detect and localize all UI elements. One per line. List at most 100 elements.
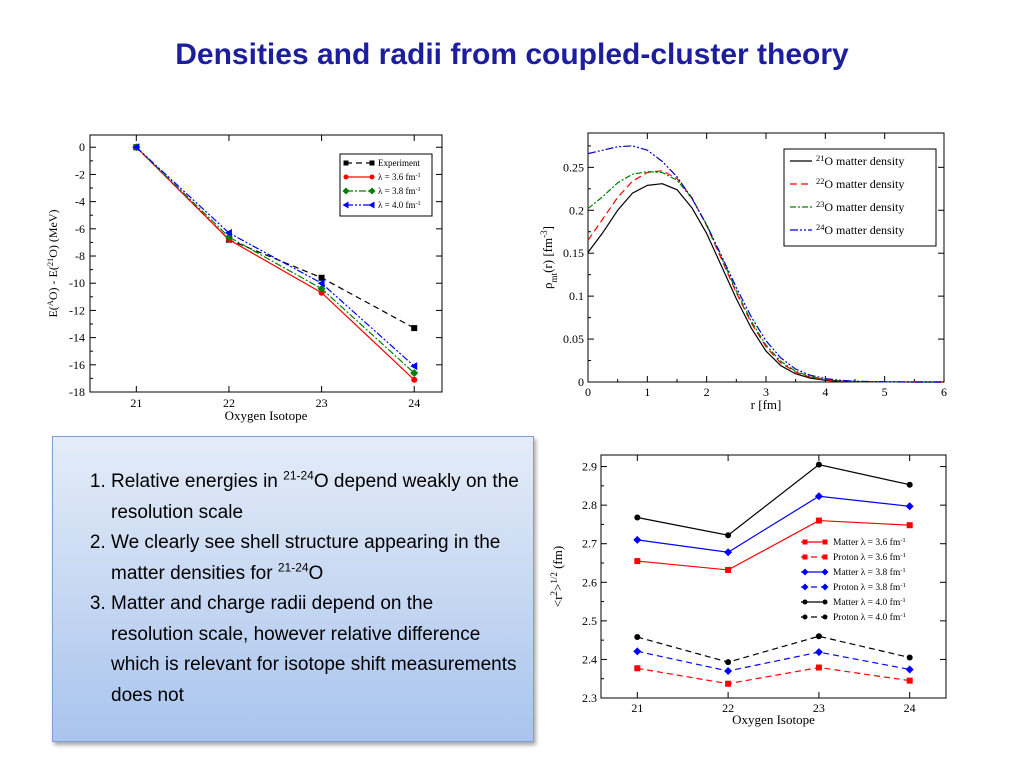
legend-label: λ = 3.8 fm-1 (378, 186, 421, 197)
summary-item: We clearly see shell structure appearing… (111, 528, 519, 589)
y-axis-label: <r2>1/2 (fm) (549, 546, 565, 607)
legend-box (339, 153, 433, 217)
legend-marker (369, 174, 375, 180)
data-point (725, 532, 732, 539)
data-point (724, 667, 733, 675)
x-tick-label: 21 (631, 701, 643, 715)
x-tick-label: 6 (941, 385, 947, 399)
legend-marker (801, 583, 809, 591)
y-tick-label: 0.2 (569, 203, 584, 217)
y-tick-label: 2.5 (582, 614, 597, 628)
x-tick-label: 24 (904, 701, 916, 715)
legend-marker (821, 583, 829, 591)
y-tick-label: 0.1 (569, 289, 584, 303)
legend-label: Matter λ = 4.0 fm-1 (833, 597, 906, 609)
density-curve (587, 145, 945, 383)
x-axis-label: Oxygen Isotope (732, 712, 815, 727)
series-line (135, 146, 415, 367)
legend-label: λ = 3.6 fm-1 (378, 172, 421, 183)
data-point (906, 677, 913, 684)
data-point (725, 680, 732, 687)
series-line (637, 666, 910, 685)
y-tick-label: -16 (69, 358, 85, 372)
data-point (318, 289, 325, 296)
legend-marker (342, 187, 350, 195)
energy-chart: 0 -2 -4 -6 -8 -10 -12 -14 -16 -18 21 22 23 24 Oxygen I… (40, 128, 460, 428)
data-point (224, 228, 232, 237)
legend-marker (802, 614, 808, 620)
summary-item: Relative energies in 21-24O depend weakl… (111, 467, 519, 528)
summary-text: Relative energies in (111, 471, 284, 492)
y-tick-label: -4 (75, 195, 85, 209)
x-tick-label: 23 (316, 396, 328, 410)
legend-marker (822, 599, 828, 605)
data-point (724, 548, 733, 557)
summary-text: We clearly see shell structure appearing… (111, 532, 501, 584)
summary-text: O (308, 562, 324, 584)
legend-marker (822, 554, 828, 560)
data-point (906, 654, 913, 661)
y-tick-label: -6 (75, 222, 85, 236)
legend-label: 23O matter density (816, 200, 904, 215)
plot-frame (600, 454, 947, 699)
radii-chart: 2.3 2.4 2.5 2.6 2.7 2.8 2.9 21 22 23 24 Oxygen Isot… (536, 450, 952, 736)
data-point (634, 514, 641, 521)
legend-marker (368, 201, 375, 209)
y-tick-label: 0 (578, 375, 584, 389)
data-point (905, 665, 914, 674)
x-tick-label: 24 (408, 396, 420, 410)
data-point (725, 566, 732, 573)
data-point (634, 665, 641, 672)
x-tick-label: 23 (813, 701, 825, 715)
summary-item: Matter and charge radii depend on the re… (111, 589, 519, 711)
y-tick-label: 0.25 (563, 160, 584, 174)
y-tick-label: -12 (69, 303, 85, 317)
data-point (815, 517, 822, 524)
y-tick-label: 2.6 (582, 575, 597, 589)
legend-label: Matter λ = 3.6 fm-1 (833, 537, 906, 549)
x-tick-label: 21 (130, 396, 142, 410)
series-line (135, 146, 415, 381)
legend-marker (801, 568, 809, 576)
legend-marker (802, 599, 808, 605)
y-tick-label: 2.8 (582, 498, 597, 512)
data-point (411, 325, 418, 332)
data-point (411, 376, 418, 383)
data-point (906, 522, 913, 529)
legend-label: Matter λ = 3.8 fm-1 (833, 567, 906, 579)
series-line (637, 519, 910, 571)
legend-label: Proton λ = 3.6 fm-1 (833, 552, 906, 564)
y-tick-label: -2 (75, 167, 85, 181)
y-tick-label: 2.4 (582, 652, 597, 666)
legend-label: Experiment (378, 158, 420, 168)
data-point (905, 502, 914, 511)
legend-label: 22O matter density (816, 177, 904, 192)
data-point (814, 492, 823, 501)
x-axis-label: r [fm] (751, 397, 782, 412)
slide-title: Densities and radii from coupled-cluster… (175, 38, 849, 71)
y-axis-label: E(AO) - E(21O) (MeV) (46, 209, 61, 317)
summary-list: Relative energies in 21-24O depend weakl… (63, 467, 519, 711)
legend-marker (369, 160, 375, 166)
data-point (725, 659, 732, 666)
data-point (815, 664, 822, 671)
y-tick-label: 2.3 (582, 691, 597, 705)
legend-marker (822, 539, 828, 545)
data-point (318, 274, 325, 281)
data-point (410, 368, 419, 377)
series-line (637, 463, 910, 536)
data-point (634, 634, 641, 641)
y-tick-label: -8 (75, 249, 85, 263)
data-point (634, 558, 641, 565)
series-line (637, 495, 910, 553)
data-point (410, 362, 418, 371)
legend-marker (343, 174, 349, 180)
x-tick-label: 2 (704, 385, 710, 399)
y-tick-label: 0.15 (563, 246, 584, 260)
summary-superscript: 21-24 (277, 560, 309, 575)
y-axis-label: ρmt(r) [fm-3] (539, 226, 559, 289)
data-point (633, 535, 642, 544)
series-line (637, 635, 910, 663)
y-tick-label: 0 (79, 140, 85, 154)
series-line (637, 650, 910, 672)
